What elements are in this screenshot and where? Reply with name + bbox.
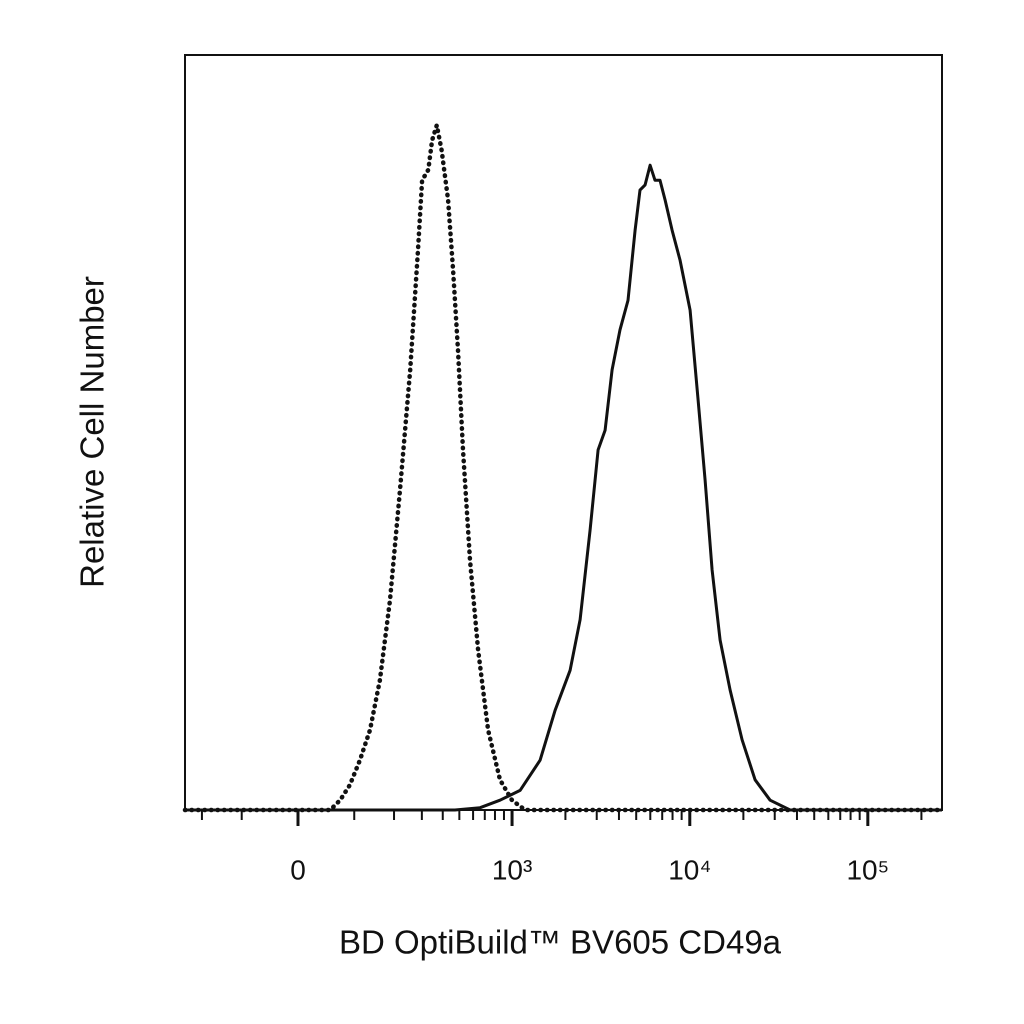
x-axis-label: BD OptiBuild™ BV605 CD49a (339, 924, 782, 961)
histogram-line (182, 122, 945, 813)
plot-frame (184, 54, 943, 811)
x-tick-label: 10⁵ (846, 854, 889, 885)
y-axis-label: Relative Cell Number (74, 276, 111, 588)
x-tick-label: 0 (290, 854, 306, 885)
x-tick-label: 10⁴ (668, 854, 711, 885)
histogram-line (185, 163, 942, 812)
x-tick-label: 10³ (492, 854, 532, 885)
